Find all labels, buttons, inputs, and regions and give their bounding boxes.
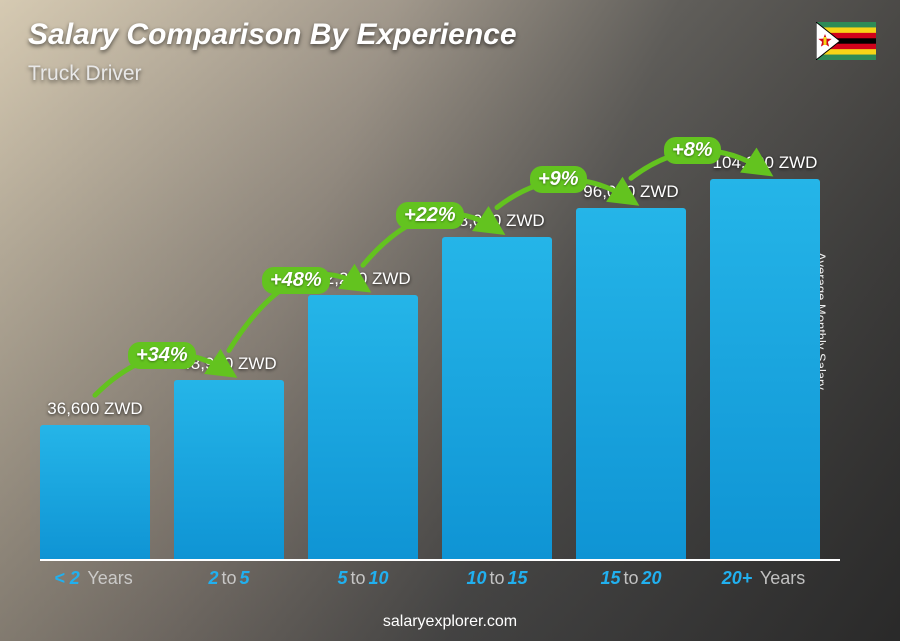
- bar-chart: 36,600 ZWD< 2 Years48,900 ZWD2to572,200 …: [40, 71, 840, 591]
- chart-title: Salary Comparison By Experience: [28, 18, 517, 52]
- footer-attribution: salaryexplorer.com: [0, 613, 900, 631]
- zimbabwe-flag-icon: [816, 22, 876, 60]
- chart-canvas: Salary Comparison By Experience Truck Dr…: [0, 0, 900, 641]
- percent-increase-badge: +8%: [664, 137, 721, 164]
